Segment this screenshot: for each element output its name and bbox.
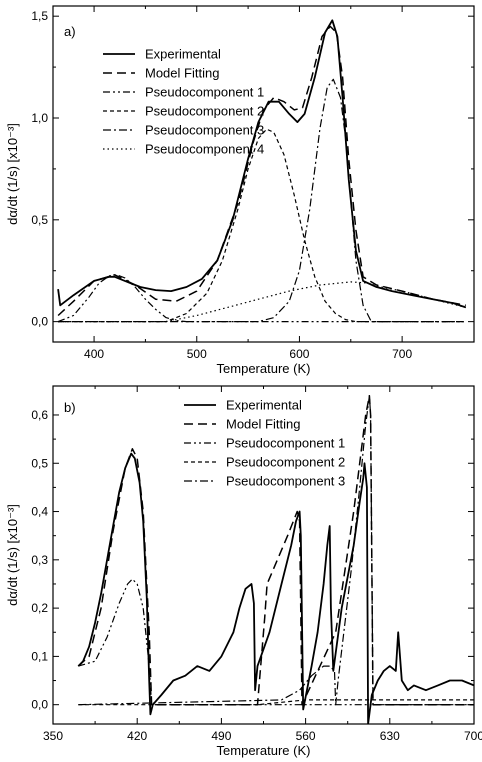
legend-entry: Experimental — [226, 398, 302, 413]
panel-label: b) — [64, 400, 76, 415]
y-tick-label: 0,5 — [31, 456, 48, 470]
x-axis-label: Temperature (K) — [217, 743, 311, 758]
y-tick-label: 0,4 — [31, 505, 48, 519]
y-tick-label: 0,6 — [31, 408, 48, 422]
legend: Experimental Model Fitting Pseudocomponent… — [103, 47, 264, 157]
series-line-3 — [78, 578, 474, 706]
series-line-1 — [57, 19, 467, 309]
legend-entry: Model Fitting — [226, 417, 300, 432]
y-axis-label: dα/dt (1/s) [x10⁻³] — [5, 504, 20, 606]
legend-entry: Experimental — [145, 47, 221, 62]
y-tick-label: 1,5 — [31, 9, 48, 23]
plot-frame — [52, 5, 475, 343]
series-line-5 — [78, 395, 474, 706]
x-tick-label: 600 — [289, 347, 309, 361]
x-tick-label: 560 — [296, 729, 316, 743]
panel-a-chart: 400 500 600 700 0,0 0,5 1,0 1,5 Temperature (K) d… — [5, 5, 475, 376]
legend-entry: Pseudocomponent 3 — [145, 123, 264, 138]
y-tick-label: 1,0 — [31, 111, 48, 125]
legend-entry: Pseudocomponent 3 — [226, 474, 345, 489]
y-axis-label: dα/dt (1/s) [x10⁻³] — [5, 123, 20, 225]
series-line-5 — [58, 78, 464, 323]
series-line-2 — [57, 25, 466, 317]
series-line-3 — [57, 274, 464, 323]
x-tick-label: 490 — [211, 729, 231, 743]
y-tick-label: 0,3 — [31, 553, 48, 567]
x-tick-label: 630 — [380, 729, 400, 743]
series-line-6 — [58, 281, 466, 323]
x-tick-label: 350 — [43, 729, 63, 743]
y-tick-label: 0,1 — [31, 649, 48, 663]
x-axis-label: Temperature (K) — [217, 361, 311, 376]
legend-entry: Pseudocomponent 1 — [145, 85, 264, 100]
legend-entry: Model Fitting — [145, 66, 219, 81]
legend-entry: Pseudocomponent 1 — [226, 436, 345, 451]
x-tick-label: 420 — [127, 729, 147, 743]
y-tick-label: 0,5 — [31, 213, 48, 227]
y-tick-label: 0,0 — [31, 698, 48, 712]
panel-b-chart: 350 420 490 560 630 700 0,0 0,1 0,2 0,3 0,4 0,5 0,6 T… — [5, 385, 482, 758]
series-line-4 — [58, 128, 464, 323]
x-tick-label: 700 — [392, 347, 412, 361]
x-tick-label: 400 — [84, 347, 104, 361]
y-tick-label: 0,2 — [31, 601, 48, 615]
panel-label: a) — [64, 24, 76, 39]
x-tick-label: 700 — [464, 729, 482, 743]
legend-entry: Pseudocomponent 4 — [145, 142, 264, 157]
legend: Experimental Model Fitting Pseudocomponent… — [184, 398, 345, 489]
legend-entry: Pseudocomponent 2 — [226, 455, 345, 470]
x-tick-label: 500 — [187, 347, 207, 361]
series-line-1 — [77, 452, 474, 724]
legend-entry: Pseudocomponent 2 — [145, 104, 264, 119]
series-line-4 — [78, 699, 474, 706]
y-tick-label: 0,0 — [31, 315, 48, 329]
